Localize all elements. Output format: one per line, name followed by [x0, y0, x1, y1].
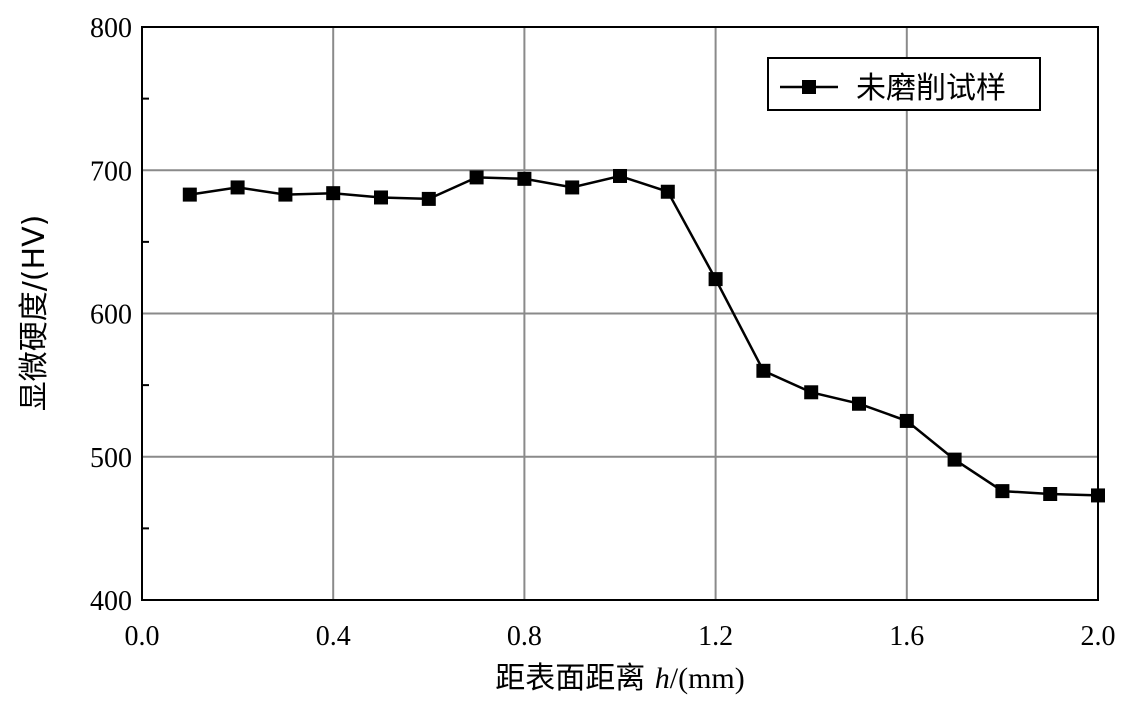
y-tick-label: 700 [90, 156, 132, 187]
x-tick-label: 0.8 [507, 621, 542, 652]
x-tick-label: 0.0 [125, 621, 160, 652]
legend: 未磨削试样 [767, 57, 1041, 111]
data-point [852, 396, 866, 411]
data-point [947, 452, 962, 467]
data-point [804, 385, 819, 400]
data-point [326, 186, 341, 201]
data-point [469, 170, 484, 185]
data-point [995, 484, 1010, 499]
data-point [421, 191, 436, 206]
data-point [517, 171, 532, 186]
plot-frame [141, 26, 1099, 601]
x-axis-title-variable: h [655, 662, 670, 695]
legend-marker-square [802, 80, 816, 94]
data-point [565, 180, 580, 195]
data-point [1043, 486, 1058, 501]
data-point [1091, 488, 1105, 503]
y-axis-tick-labels: 400 500 600 700 800 [90, 13, 132, 617]
series-layer [182, 168, 1105, 503]
data-point [182, 187, 197, 202]
data-point [613, 168, 627, 183]
data-point [660, 184, 675, 199]
y-axis-title: 显微硬度/(HV) [17, 215, 52, 412]
x-tick-label: 1.6 [889, 621, 924, 652]
y-tick-label: 600 [90, 300, 132, 331]
x-tick-label: 0.4 [316, 621, 351, 652]
x-axis-title-unit: /(mm) [670, 662, 745, 695]
y-tick-label: 400 [90, 586, 132, 617]
x-tick-label: 1.2 [698, 621, 733, 652]
data-point [708, 272, 723, 287]
y-tick-label: 800 [90, 13, 132, 44]
x-axis-tick-labels: 0.0 0.4 0.8 1.2 1.6 2.0 [125, 621, 1116, 652]
y-tick-label: 500 [90, 443, 132, 474]
series-line [189, 174, 1099, 497]
data-point [230, 180, 245, 195]
data-point [278, 187, 293, 202]
legend-label-series-1: 未磨削试样 [856, 71, 1006, 106]
minor-ticks [142, 97, 149, 530]
data-point [374, 190, 388, 205]
data-point [756, 363, 771, 378]
x-axis-title-prefix: 距表面距离 [495, 661, 655, 696]
grid-lines [142, 27, 1098, 600]
x-tick-label: 2.0 [1081, 621, 1116, 652]
data-point [899, 413, 914, 428]
x-axis-title: 距表面距离 h/(mm) [495, 661, 745, 696]
